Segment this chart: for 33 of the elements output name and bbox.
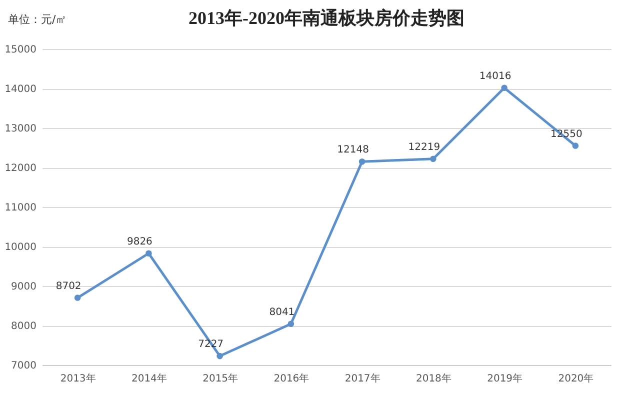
y-tick-label: 7000: [11, 360, 36, 372]
x-tick-label: 2013年: [60, 372, 96, 384]
chart-title: 2013年-2020年南通板块房价走势图: [188, 8, 464, 28]
point: [288, 320, 294, 328]
point: [146, 250, 152, 257]
point: [358, 158, 366, 165]
y-tick-label: 12000: [4, 163, 36, 174]
y-tick-label: 13000: [4, 124, 36, 134]
data-label: 8041: [269, 306, 295, 318]
y-tick-label: 11000: [4, 202, 36, 214]
x-tick-label: 2016年: [274, 372, 310, 384]
data-label: 9826: [126, 236, 152, 248]
data-label: 12148: [337, 144, 369, 156]
x-tick-label: 2017年: [344, 372, 380, 384]
x-tick-label: 2020年: [558, 372, 594, 384]
x-tick-label: 2014年: [131, 372, 167, 384]
y-tick-label: 14000: [4, 84, 36, 95]
data-label: 8702: [56, 280, 82, 292]
x-tick-label: 2018年: [416, 372, 452, 384]
text: 单位：元/㎡: [8, 12, 67, 27]
point: [430, 156, 436, 162]
data-label: 14016: [479, 70, 512, 82]
y-tick-label: 10000: [4, 242, 36, 253]
x-tick-label: 2019年: [487, 372, 523, 384]
point: [216, 352, 223, 360]
y-tick-label: 8000: [11, 321, 36, 332]
data-label: 12219: [408, 142, 440, 153]
x-tick-label: 2015年: [202, 372, 238, 384]
y-tick-label: 15000: [4, 44, 36, 56]
point: [572, 142, 579, 149]
point: [501, 84, 508, 92]
y-tick-label: 9000: [11, 282, 36, 292]
point: [74, 294, 81, 301]
